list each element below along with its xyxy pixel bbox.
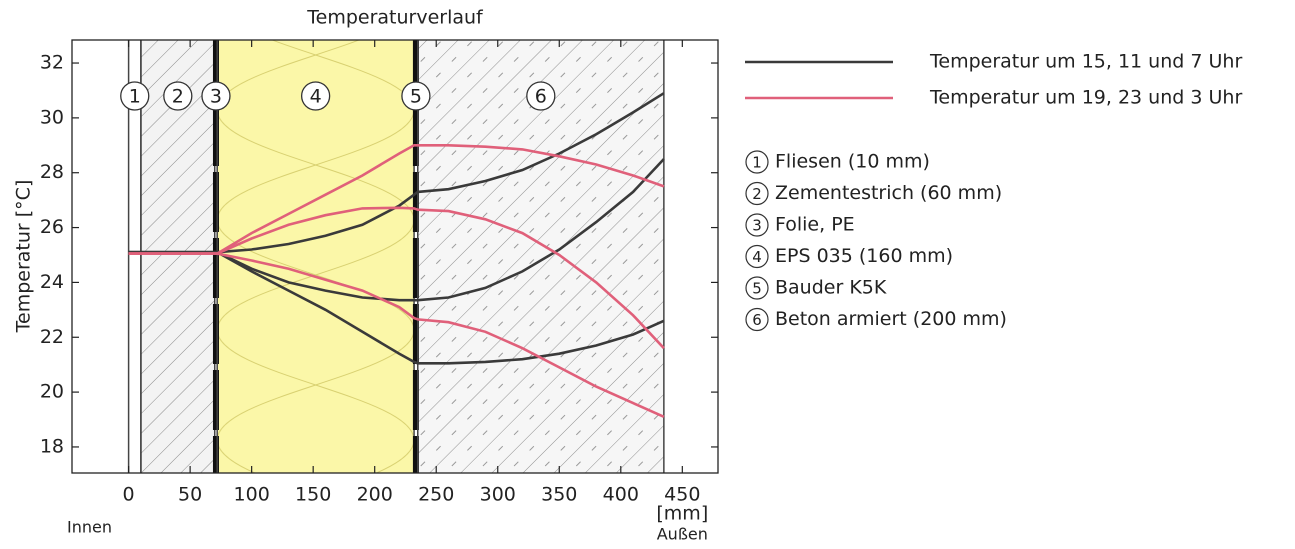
x-tick-label: 250 [418, 484, 454, 506]
y-tick-label: 26 [40, 216, 64, 238]
x-tick-label: 100 [234, 484, 270, 506]
y-tick-label: 24 [40, 271, 64, 293]
x-tick-label: 400 [603, 484, 639, 506]
x-tick-label: 300 [480, 484, 516, 506]
y-tick-label: 18 [40, 435, 64, 457]
layer-number: 4 [310, 86, 322, 108]
layer-number: 2 [172, 86, 184, 108]
legend-marker [745, 307, 769, 332]
layer-marker [201, 81, 231, 111]
legend-marker [745, 181, 769, 206]
legend-label: Zementestrich (60 mm) [775, 182, 1002, 204]
legend-number: 6 [752, 311, 762, 329]
x-tick-label: 450 [664, 484, 700, 506]
y-axis-label: Temperatur [°C] [13, 180, 35, 334]
legend-label: Folie, PE [775, 214, 855, 236]
layer-marker [300, 81, 331, 111]
y-tick-label: 20 [40, 381, 64, 403]
layer [140, 40, 215, 473]
legend-number: 5 [752, 280, 762, 298]
layer-marker [120, 81, 150, 111]
y-tick-label: 28 [40, 161, 64, 183]
legend-label: Temperatur um 19, 23 und 3 Uhr [929, 87, 1242, 109]
legend-marker [745, 150, 769, 174]
plot-frame [71, 39, 719, 474]
legend-number: 1 [752, 154, 762, 172]
outer-label: Außen [657, 525, 708, 544]
chart-title: Temperaturverlauf [306, 7, 484, 29]
legend-label: Beton armiert (200 mm) [775, 308, 1007, 330]
temperature-line [128, 252, 665, 418]
y-tick-label: 22 [40, 326, 64, 348]
layer-number: 5 [410, 86, 422, 108]
layer-number: 1 [129, 86, 141, 108]
layer-marker [401, 81, 431, 111]
legend-label: Bauder K5K [775, 277, 887, 299]
layer-marker [163, 81, 193, 111]
legend-number: 3 [752, 217, 762, 235]
layer [417, 40, 664, 473]
x-tick-label: 50 [178, 484, 202, 506]
x-tick-label: 150 [295, 484, 331, 506]
x-tick-label: 0 [123, 484, 135, 506]
x-tick-label: 200 [357, 484, 393, 506]
legend-number: 2 [752, 185, 762, 203]
layer [128, 40, 141, 473]
inner-label: Innen [67, 518, 112, 537]
legend-marker [745, 276, 769, 300]
x-unit: [mm] [656, 503, 708, 525]
x-tick-label: 350 [541, 484, 577, 506]
legend-number: 4 [752, 248, 762, 266]
y-tick-label: 32 [40, 52, 64, 74]
layer-number: 3 [210, 86, 222, 108]
legend-label: Temperatur um 15, 11 und 7 Uhr [929, 51, 1242, 73]
y-tick-label: 30 [40, 106, 64, 128]
legend-marker [745, 244, 769, 269]
layer [217, 40, 415, 473]
legend-label: EPS 035 (160 mm) [775, 245, 953, 267]
layer-marker [526, 81, 556, 111]
legend-label: Fliesen (10 mm) [775, 151, 930, 173]
layer-number: 6 [535, 86, 547, 108]
temperature-line [128, 250, 665, 365]
legend-marker [745, 213, 769, 237]
